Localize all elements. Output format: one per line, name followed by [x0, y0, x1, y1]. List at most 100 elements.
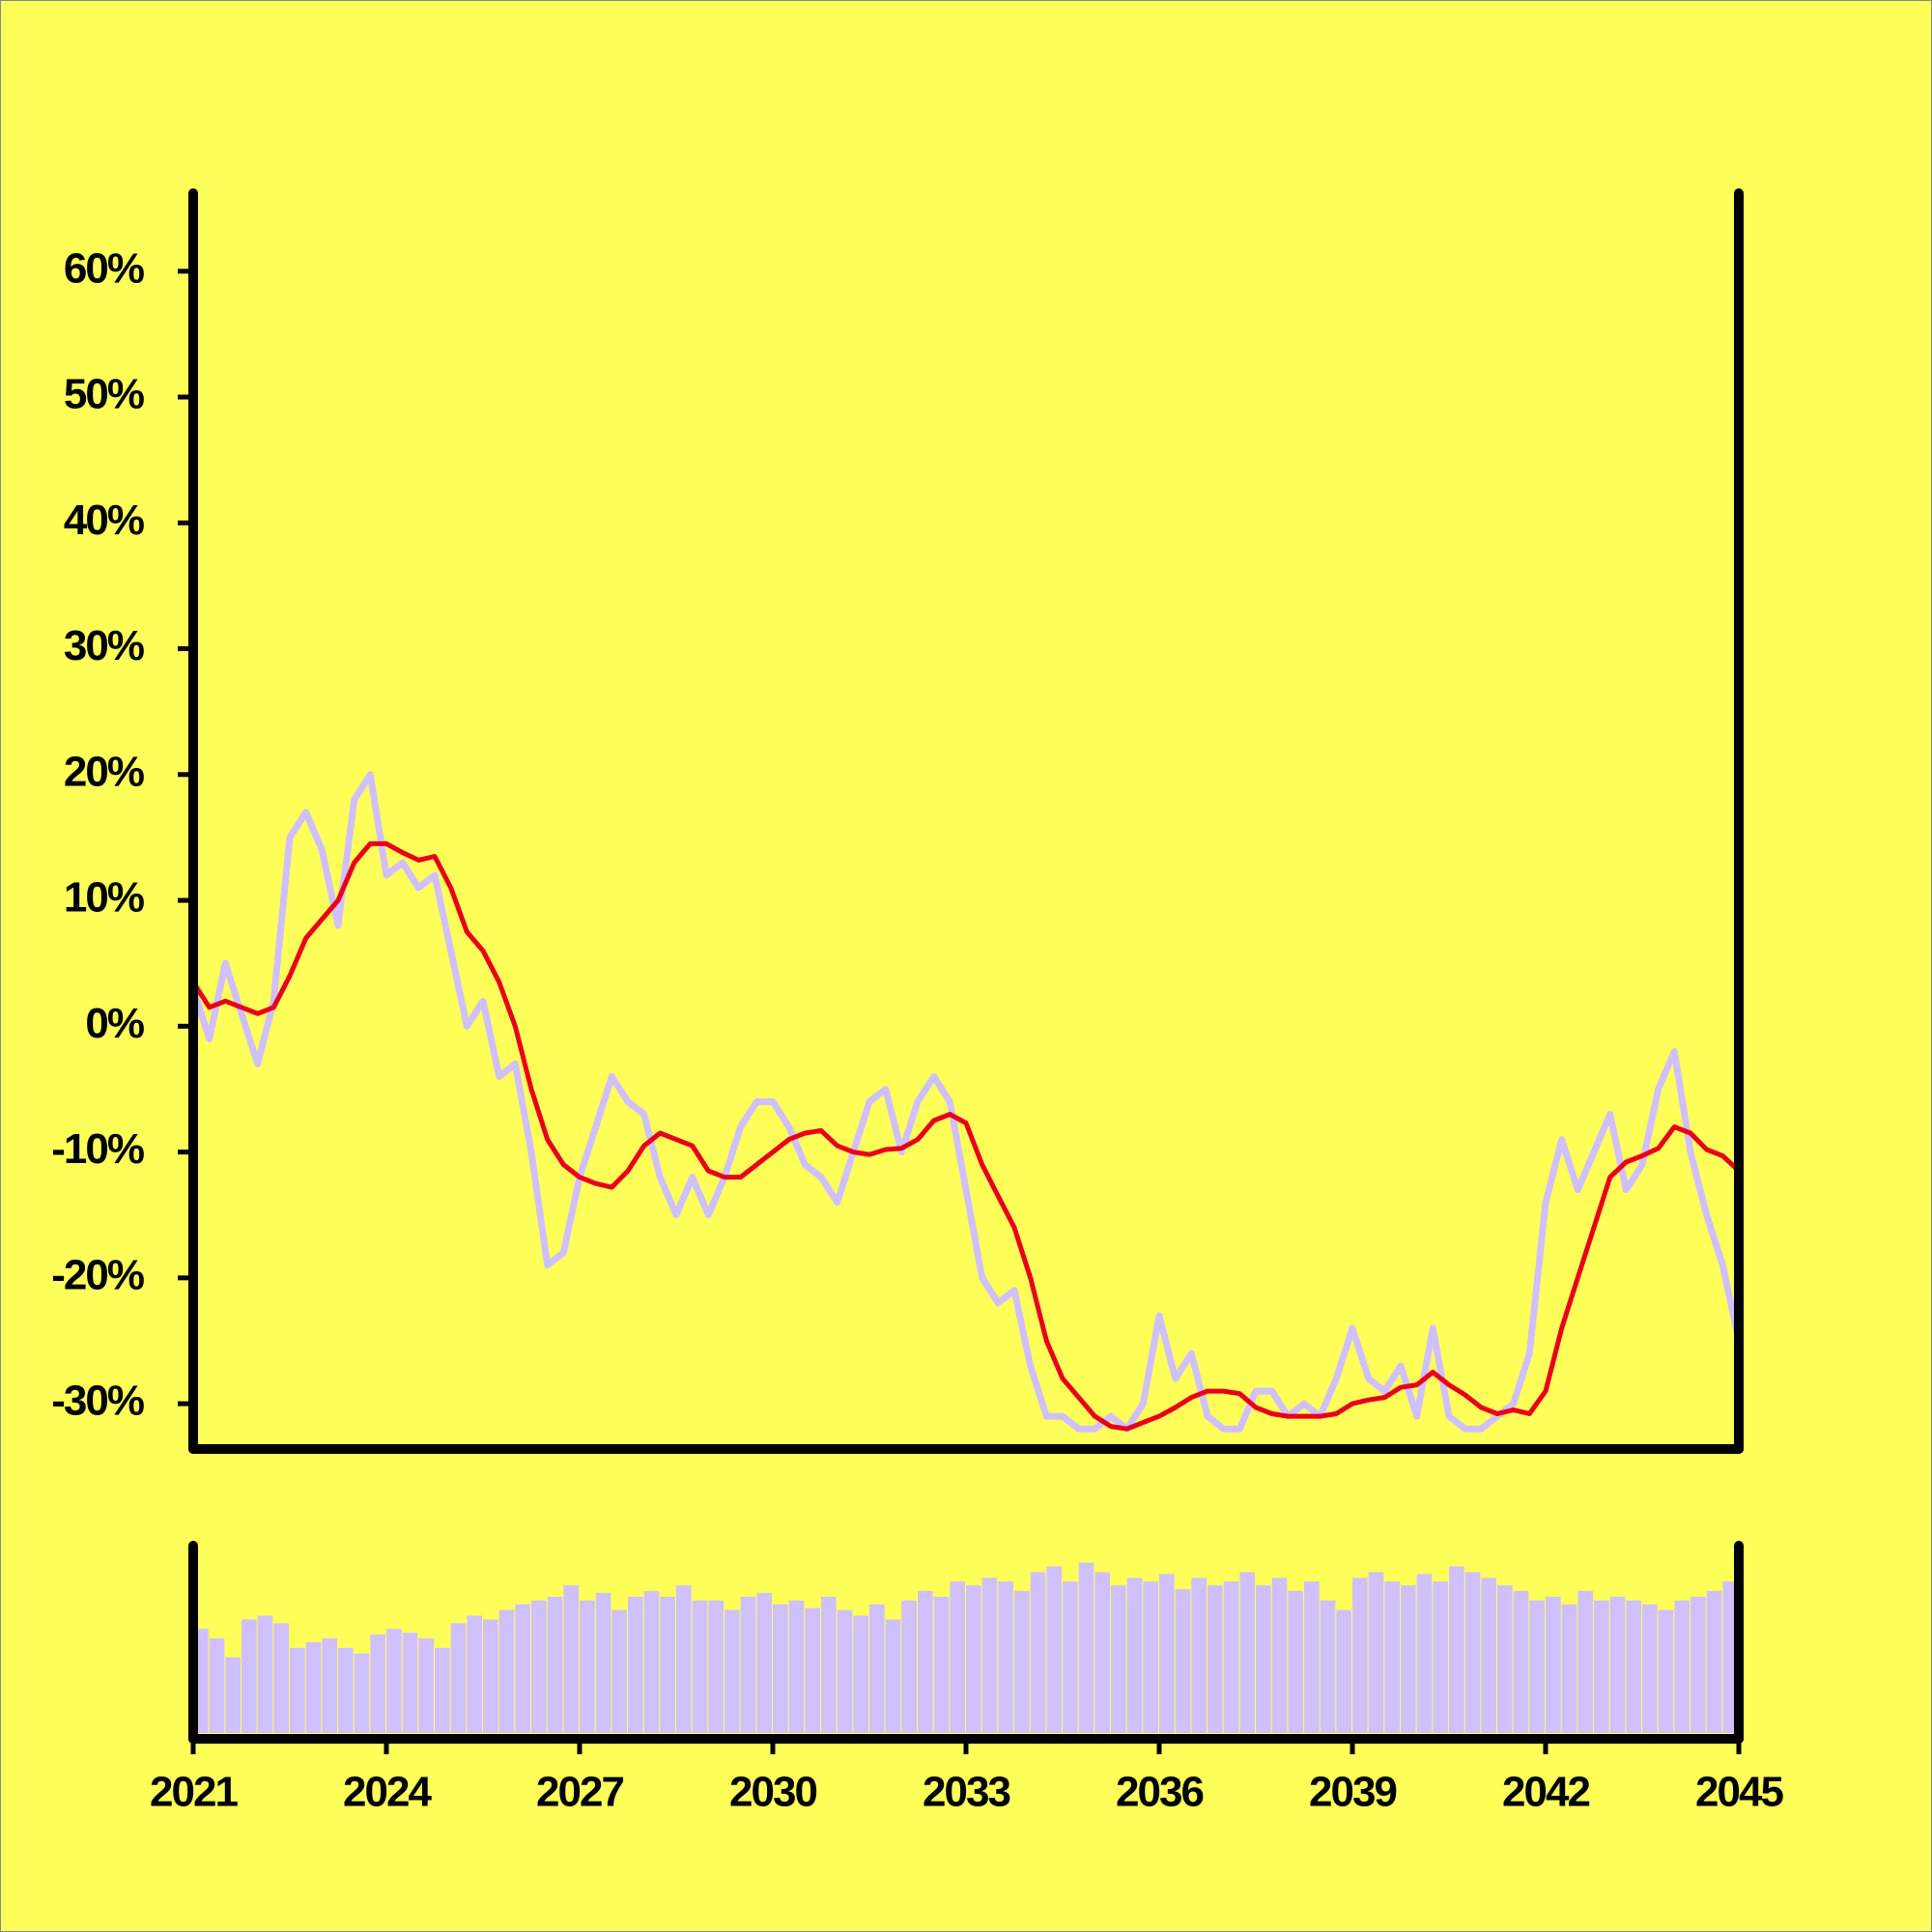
volume-bar — [966, 1585, 981, 1733]
volume-bar — [1433, 1581, 1448, 1733]
volume-bar — [402, 1633, 418, 1733]
volume-bar — [918, 1591, 933, 1733]
volume-bar — [225, 1657, 241, 1733]
y-tick-label: 0% — [85, 1000, 143, 1047]
volume-bar — [580, 1600, 595, 1733]
volume-bar — [1384, 1581, 1400, 1733]
volume-bar — [1030, 1572, 1046, 1733]
volume-bar — [1529, 1600, 1545, 1733]
x-tick-label: 2036 — [1116, 1769, 1203, 1816]
volume-bar — [1449, 1566, 1464, 1733]
x-tick-label: 2030 — [729, 1769, 816, 1816]
volume-bar — [756, 1592, 772, 1733]
volume-bar — [1609, 1596, 1626, 1733]
marks — [189, 771, 1743, 1733]
x-tick-label: 2039 — [1309, 1769, 1396, 1816]
volume-bar — [1546, 1596, 1561, 1733]
volume-bar — [498, 1609, 515, 1733]
x-tick-label: 2033 — [923, 1769, 1009, 1816]
volume-bar — [1078, 1562, 1094, 1733]
volume-bar — [628, 1596, 643, 1733]
y-tick-label: 40% — [64, 497, 144, 544]
volume-bar — [1320, 1600, 1336, 1733]
volume-bar — [531, 1600, 547, 1733]
volume-bar — [242, 1619, 257, 1733]
volume-bar — [273, 1623, 289, 1733]
line-series — [190, 840, 1741, 1432]
y-tick-label: 50% — [64, 371, 144, 418]
volume-bar — [450, 1623, 467, 1733]
volume-bar — [370, 1634, 385, 1733]
volume-bar — [1658, 1609, 1674, 1733]
volume-bar — [998, 1581, 1013, 1733]
x-tick-label: 2024 — [343, 1769, 432, 1816]
volume-bar — [724, 1609, 740, 1733]
volume-bar — [1271, 1577, 1288, 1733]
volume-bar — [418, 1638, 434, 1733]
y-tick-label: 30% — [64, 622, 144, 669]
volume-bar — [853, 1615, 868, 1733]
volume-bar — [837, 1609, 853, 1733]
volume-bar — [1143, 1581, 1158, 1733]
volume-bar — [950, 1581, 965, 1733]
volume-bar — [869, 1604, 885, 1733]
volume-bar — [1014, 1591, 1030, 1733]
volume-bar — [805, 1607, 820, 1733]
volume-bar — [1561, 1604, 1577, 1733]
x-tick-label: 2042 — [1502, 1769, 1589, 1816]
volume-bar — [885, 1619, 901, 1733]
volume-bar — [354, 1653, 370, 1733]
line-series — [189, 771, 1743, 1433]
volume-bar — [1046, 1566, 1062, 1733]
volume-bar — [1674, 1600, 1690, 1733]
volume-bar — [933, 1596, 950, 1733]
volume-bar — [1063, 1581, 1078, 1733]
volume-bar — [1256, 1585, 1271, 1733]
volume-bar — [660, 1596, 675, 1733]
volume-bar — [386, 1629, 402, 1733]
volume-bar — [1239, 1572, 1255, 1733]
volume-bar — [547, 1596, 563, 1733]
volume-bar — [1416, 1574, 1433, 1733]
volume-bar — [643, 1591, 660, 1733]
volume-bar — [1336, 1609, 1351, 1733]
x-tick-label: 2045 — [1695, 1769, 1783, 1816]
volume-bar — [290, 1647, 305, 1733]
volume-bar — [435, 1647, 450, 1733]
volume-bar — [467, 1615, 482, 1733]
volume-bar — [1368, 1572, 1384, 1733]
volume-bar — [595, 1592, 611, 1733]
volume-bar — [1352, 1577, 1368, 1733]
y-tick-label: -20% — [51, 1251, 144, 1298]
volume-bar — [322, 1638, 337, 1733]
volume-bar — [563, 1585, 579, 1733]
y-tick-label: 20% — [64, 748, 144, 795]
volume-bar — [483, 1619, 498, 1733]
volume-bar — [515, 1604, 530, 1733]
volume-bar — [1208, 1585, 1223, 1733]
volume-bar — [1497, 1585, 1513, 1733]
volume-bar — [788, 1600, 805, 1733]
volume-bar — [708, 1600, 724, 1733]
volume-bar — [611, 1609, 627, 1733]
volume-bar — [209, 1638, 225, 1733]
y-tick-label: 60% — [64, 244, 144, 292]
x-tick-label: 2021 — [150, 1769, 238, 1816]
volume-bar — [305, 1641, 322, 1733]
volume-bar — [1577, 1591, 1593, 1733]
volume-bar — [692, 1600, 708, 1733]
volume-bar — [901, 1600, 917, 1733]
y-tick-label: -10% — [51, 1125, 144, 1173]
y-tick-label: -30% — [51, 1378, 144, 1425]
volume-bar — [1175, 1589, 1191, 1733]
volume-bar — [1594, 1600, 1609, 1733]
volume-bar — [1094, 1572, 1110, 1733]
volume-bar — [981, 1577, 998, 1733]
volume-bar — [740, 1596, 756, 1733]
y-tick-label: 10% — [64, 874, 144, 922]
volume-bar — [1481, 1577, 1496, 1733]
volume-bar — [1126, 1577, 1143, 1733]
volume-bar — [1513, 1591, 1529, 1733]
volume-bar — [773, 1604, 788, 1733]
